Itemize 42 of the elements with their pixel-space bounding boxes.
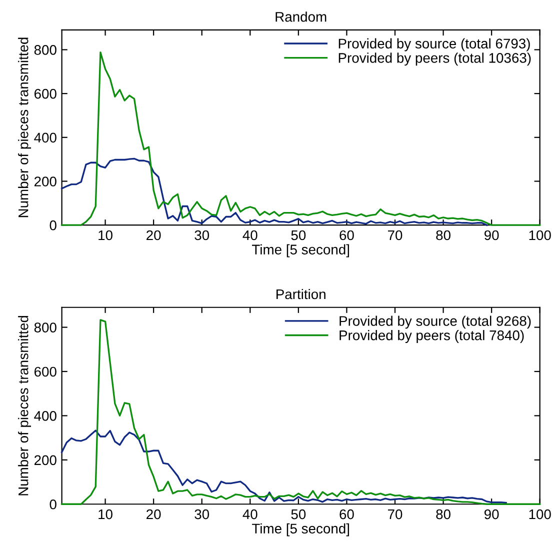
x-tick-label: 80 bbox=[436, 230, 450, 240]
x-tick-label: 30 bbox=[194, 230, 210, 240]
y-tick-label: 0 bbox=[50, 220, 56, 230]
chart-title: Random bbox=[276, 12, 326, 22]
legend-label: Provided by peers (total 10363) bbox=[338, 52, 531, 66]
x-tick-label: 40 bbox=[242, 230, 258, 240]
y-axis-title: Number of pieces transmitted bbox=[18, 316, 32, 496]
legend-label: Provided by peers (total 7840) bbox=[340, 330, 524, 343]
y-tick-label: 0 bbox=[50, 499, 56, 510]
y-tick-label: 600 bbox=[34, 366, 56, 377]
line-series bbox=[60, 430, 507, 504]
legend-label: Provided by source (total 9268) bbox=[340, 316, 531, 329]
x-tick-label: 70 bbox=[388, 230, 402, 240]
x-tick-label: 100 bbox=[529, 509, 551, 520]
x-tick-label: 60 bbox=[340, 509, 354, 520]
legend-label: Provided by source (total 6793) bbox=[338, 38, 530, 52]
x-tick-label: 30 bbox=[194, 509, 210, 520]
x-tick-label: 20 bbox=[146, 509, 161, 520]
x-tick-label: 40 bbox=[242, 509, 258, 520]
y-tick-label: 400 bbox=[34, 132, 56, 143]
y-tick-label: 800 bbox=[34, 322, 56, 332]
x-axis-title: Time [5 second] bbox=[252, 523, 349, 536]
y-tick-label: 400 bbox=[34, 411, 56, 421]
x-tick-label: 10 bbox=[98, 230, 112, 240]
x-tick-label: 70 bbox=[388, 509, 402, 520]
x-tick-label: 10 bbox=[98, 509, 112, 520]
x-tick-label: 60 bbox=[340, 230, 354, 240]
y-axis-title: Number of pieces transmitted bbox=[18, 38, 32, 218]
y-tick-label: 200 bbox=[34, 455, 56, 466]
x-tick-label: 90 bbox=[484, 509, 499, 520]
x-tick-label: 80 bbox=[436, 509, 450, 520]
x-tick-label: 90 bbox=[484, 230, 499, 240]
line-series bbox=[60, 158, 488, 226]
x-tick-label: 50 bbox=[291, 230, 306, 240]
x-tick-label: 100 bbox=[529, 230, 551, 240]
x-axis-title: Time [5 second] bbox=[252, 244, 349, 258]
y-tick-label: 800 bbox=[34, 45, 56, 55]
y-tick-label: 600 bbox=[34, 88, 56, 99]
chart-title: Partition bbox=[276, 288, 326, 300]
x-tick-label: 20 bbox=[146, 230, 161, 240]
y-tick-label: 200 bbox=[34, 176, 56, 186]
x-tick-label: 50 bbox=[291, 509, 306, 520]
